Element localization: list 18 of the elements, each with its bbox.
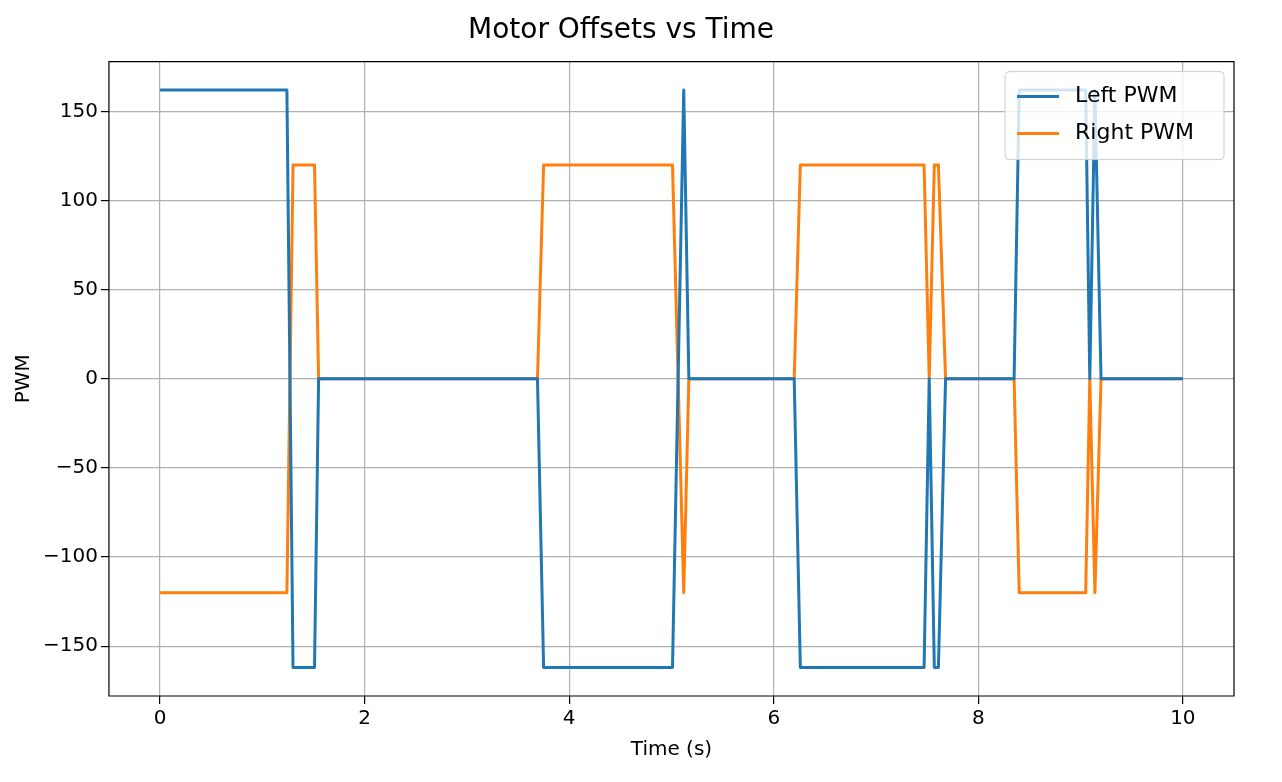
y-tick-label: 0 xyxy=(85,365,98,389)
y-tick-label: 100 xyxy=(59,186,98,211)
x-tick-label: 10 xyxy=(1170,705,1196,730)
x-tick-label: 0 xyxy=(153,705,167,730)
y-tick-label: 50 xyxy=(72,275,98,300)
legend-label: Right PWM xyxy=(1075,119,1195,145)
x-tick-label: 2 xyxy=(358,705,371,730)
y-tick-label: −150 xyxy=(42,632,98,657)
y-tick-label: 150 xyxy=(59,97,98,122)
x-tick-label: 6 xyxy=(767,705,781,730)
y-tick-label: −100 xyxy=(42,543,98,568)
chart-title: Motor Offsets vs Time xyxy=(467,12,775,46)
y-axis-title: PWM xyxy=(10,354,35,404)
x-tick-label: 8 xyxy=(971,705,985,730)
x-axis-title: Time (s) xyxy=(629,736,713,761)
y-tick-label: −50 xyxy=(55,454,98,479)
legend-label: Left PWM xyxy=(1075,82,1178,108)
x-tick-label: 4 xyxy=(562,705,576,730)
